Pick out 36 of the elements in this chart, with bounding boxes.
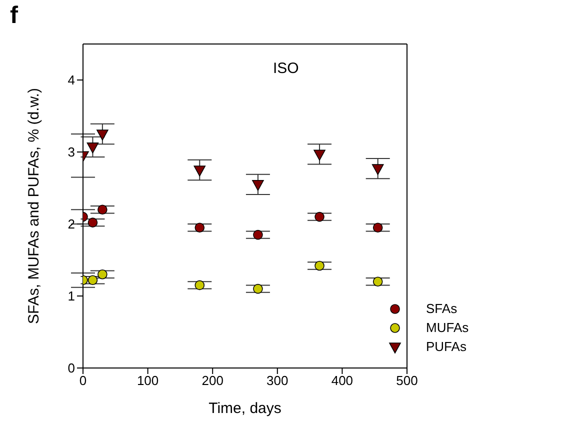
point xyxy=(98,270,108,280)
point xyxy=(88,275,98,286)
point xyxy=(96,130,108,140)
point xyxy=(98,204,108,214)
x-tick-label: 0 xyxy=(79,373,87,388)
x-tick-label: 400 xyxy=(331,373,354,388)
point xyxy=(253,284,263,294)
x-tick-label: 500 xyxy=(396,373,418,388)
y-tick-label: 2 xyxy=(68,216,75,232)
point xyxy=(314,260,324,271)
legend-label: PUFAs xyxy=(426,339,466,354)
point xyxy=(252,180,264,191)
legend-label: SFAs xyxy=(426,301,458,316)
y-tick-label: 0 xyxy=(68,360,75,376)
x-tick-label: 100 xyxy=(136,373,159,388)
point xyxy=(88,218,98,228)
chart-title: f xyxy=(10,2,18,30)
point xyxy=(314,150,326,161)
legend-label: MUFAs xyxy=(426,320,469,335)
point xyxy=(194,166,206,176)
y-tick-label: 1 xyxy=(68,288,75,304)
point xyxy=(194,222,205,232)
point xyxy=(372,164,384,175)
point xyxy=(253,230,263,240)
point xyxy=(86,142,99,154)
point xyxy=(372,222,383,232)
annotation: ISO xyxy=(273,60,299,77)
x-tick-label: 200 xyxy=(202,373,224,388)
x-axis-title: Time, days xyxy=(208,400,282,417)
y-axis-title: SFAs, MUFAs and PUFAs, % (d.w.) xyxy=(25,88,42,324)
y-tick-label: 4 xyxy=(68,72,75,88)
y-tick-label: 3 xyxy=(68,144,75,160)
point xyxy=(372,276,383,286)
x-tick-label: 300 xyxy=(266,373,288,388)
point xyxy=(314,212,324,222)
point xyxy=(194,280,205,290)
